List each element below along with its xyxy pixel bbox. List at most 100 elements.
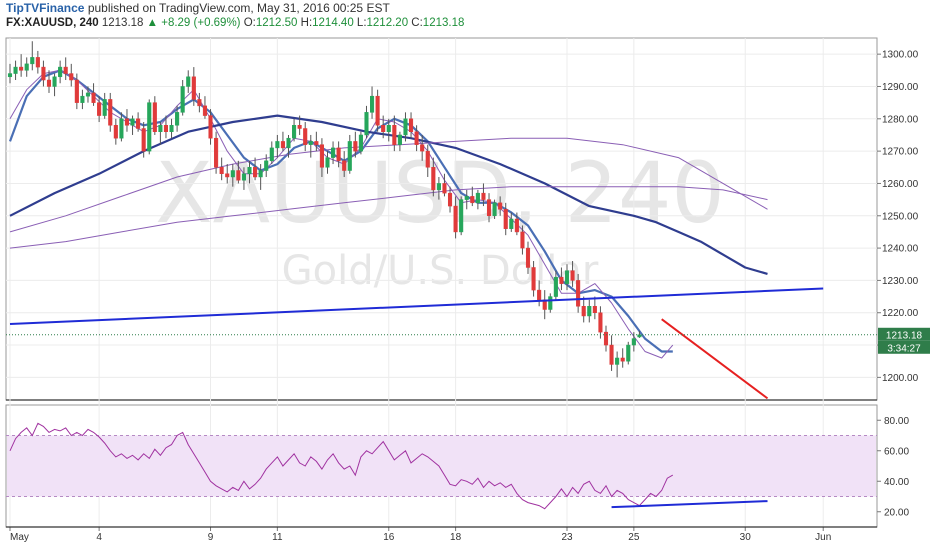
candle-body — [431, 167, 436, 191]
candle — [581, 296, 586, 323]
candle — [598, 306, 603, 339]
axes: 1300.00 1290.00 1280.00 1270.00 1260.00 1250.… — [6, 50, 930, 543]
candle-body — [520, 231, 525, 249]
candle — [230, 164, 235, 187]
candle-body — [303, 128, 308, 145]
moving-average-line — [9, 186, 768, 249]
candle-body — [169, 125, 174, 132]
candle — [447, 186, 453, 213]
candle — [258, 164, 263, 190]
candle — [564, 264, 570, 291]
candle — [180, 80, 185, 116]
price-tick-label: 1290.00 — [882, 82, 919, 93]
candle-body — [370, 95, 375, 113]
candle — [336, 141, 341, 168]
rsi-trendline — [611, 500, 768, 509]
candle — [414, 125, 419, 152]
candle-body — [537, 289, 542, 301]
candle — [431, 157, 436, 197]
candle — [19, 54, 24, 77]
candle — [102, 92, 107, 119]
candle — [286, 134, 291, 158]
candle-body — [626, 344, 631, 362]
candle — [386, 118, 391, 142]
candle — [152, 96, 157, 135]
price-tick-label: 1260.00 — [882, 179, 919, 190]
publish-info: TipTVFinance published on TradingView.co… — [6, 1, 390, 15]
candle-body — [35, 57, 40, 68]
candle-body — [52, 76, 57, 87]
candle-body — [425, 150, 430, 168]
candle-body — [297, 125, 302, 129]
candle — [191, 67, 196, 106]
candle — [58, 60, 63, 84]
countdown-label: 3:34:27 — [887, 343, 921, 354]
candle-body — [275, 141, 280, 149]
candle — [403, 112, 408, 142]
close-label: C: — [411, 17, 423, 29]
time-tick-label: 16 — [383, 532, 395, 543]
candle — [303, 122, 308, 152]
candle-body — [342, 160, 347, 171]
publisher-name[interactable]: TipTVFinance — [6, 1, 85, 15]
rsi-pane — [6, 422, 877, 510]
candle — [97, 96, 102, 123]
low-label: L: — [356, 17, 367, 29]
candle — [253, 157, 258, 181]
candle — [308, 134, 313, 158]
candle-body — [74, 79, 79, 103]
candle — [347, 134, 352, 174]
candle — [136, 112, 141, 132]
candle — [492, 199, 497, 219]
candle — [592, 296, 597, 320]
candle — [325, 151, 330, 174]
candle — [108, 92, 113, 132]
candle-body — [514, 218, 519, 233]
candle — [576, 273, 581, 313]
candle-body — [253, 167, 258, 178]
candle-body — [58, 66, 63, 78]
price-tick-label: 1220.00 — [882, 308, 919, 319]
candle-body — [225, 173, 230, 178]
candle-body — [119, 118, 124, 139]
published-text: published on TradingView.com, May 31, 20… — [87, 1, 390, 15]
candle-body — [152, 102, 157, 132]
candle-body — [19, 66, 24, 71]
candle-body — [202, 105, 207, 116]
candle — [124, 109, 130, 132]
candle — [358, 131, 363, 155]
candle-body — [581, 306, 586, 317]
candle-body — [7, 73, 13, 78]
candle — [130, 115, 135, 135]
candle-body — [325, 157, 330, 168]
candles — [7, 41, 642, 378]
candle — [7, 63, 13, 84]
candle — [553, 270, 558, 300]
candle-body — [576, 280, 581, 307]
candle-body — [470, 196, 475, 204]
open-value: 1212.50 — [255, 17, 298, 29]
candle-body — [559, 276, 564, 284]
candle — [459, 196, 464, 236]
rsi-line — [9, 422, 674, 510]
candle — [509, 212, 514, 232]
candle — [531, 261, 536, 297]
rsi-tick-label: 80.00 — [884, 416, 909, 427]
candle — [537, 280, 542, 307]
candle — [30, 41, 35, 71]
candle-body — [598, 312, 603, 333]
price-tick-label: 1300.00 — [882, 50, 919, 61]
quote-bar: FX:XAUUSD, 240 1213.18 ▲ +8.29 (+0.69%) … — [6, 17, 464, 29]
candle — [375, 89, 380, 132]
candle-body — [175, 112, 180, 126]
candle — [147, 99, 152, 155]
candle-body — [592, 306, 597, 313]
candle-body — [247, 167, 252, 175]
time-tick-label: 9 — [208, 532, 214, 543]
candle-body — [236, 170, 241, 181]
candle — [319, 138, 324, 177]
candle-body — [80, 95, 85, 103]
watermark: XAUUSD, 240 Gold/U.S. Dollar — [155, 144, 725, 294]
